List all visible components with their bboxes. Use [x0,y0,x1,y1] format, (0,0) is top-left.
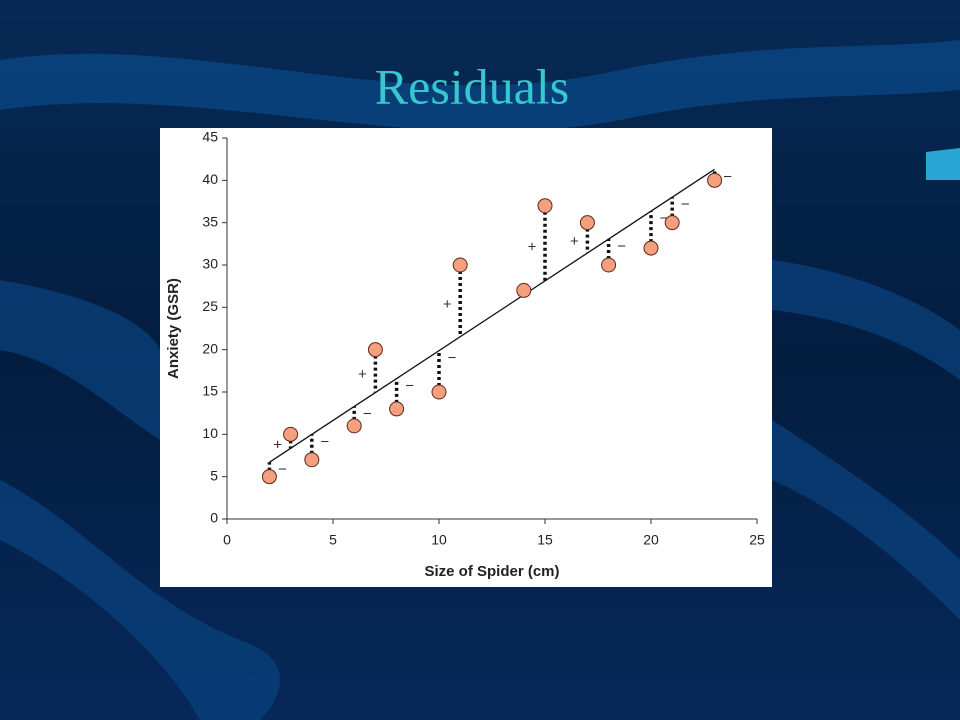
wave [772,420,960,620]
data-point [707,172,723,188]
residual-sign: − [660,210,669,227]
x-tick-label: 15 [537,532,553,548]
data-point [537,198,553,214]
y-axis-label: Anxiety (GSR) [165,278,182,379]
residual-sign: + [443,296,452,313]
residual-sign: − [617,238,626,255]
residual-sign: − [405,378,414,395]
x-tick-label: 20 [643,532,659,548]
y-tick-label: 40 [202,171,218,187]
data-point [283,426,299,442]
residual-sign: − [363,405,372,422]
residual-sign: + [528,238,537,255]
x-tick-label: 0 [223,532,231,548]
wave [0,480,280,720]
data-point [664,215,680,231]
residual-sign: − [320,433,329,450]
data-point [579,215,595,231]
residual-sign: − [448,350,457,367]
residual-sign: − [278,461,287,478]
residual-sign: + [273,436,282,453]
data-point [431,384,447,400]
data-point [516,282,532,298]
y-tick-label: 25 [202,298,218,314]
x-tick-label: 10 [431,532,447,548]
accent [926,148,960,180]
wave [0,40,960,132]
y-tick-label: 45 [202,129,218,145]
wave [772,260,960,380]
regression-line [269,168,715,463]
data-point [389,401,405,417]
y-tick-label: 0 [210,510,218,526]
x-tick-label: 5 [329,532,337,548]
data-point [304,452,320,468]
residual-sign: + [570,233,579,250]
slide-title: Residuals [375,58,569,114]
x-tick-label: 25 [749,532,765,548]
y-tick-label: 30 [202,256,218,272]
y-tick-label: 5 [210,467,218,483]
data-point [367,342,383,358]
y-tick-label: 15 [202,383,218,399]
data-point [346,418,362,434]
y-tick-label: 35 [202,213,218,229]
y-tick-label: 10 [202,425,218,441]
data-point [452,257,468,273]
residual-sign: + [358,366,367,383]
data-point [261,469,277,485]
wave [0,280,164,440]
data-point [643,240,659,256]
plot: 0 5 10 15 20 25 30 35 40 45 0 5 10 15 20 25 Size of Spid… [165,129,765,580]
y-tick-label: 20 [202,340,218,356]
residual-sign: − [681,196,690,213]
x-axis-label: Size of Spider (cm) [424,563,559,580]
chart-panel [160,128,772,587]
residual-sign: − [723,168,732,185]
data-point [601,257,617,273]
